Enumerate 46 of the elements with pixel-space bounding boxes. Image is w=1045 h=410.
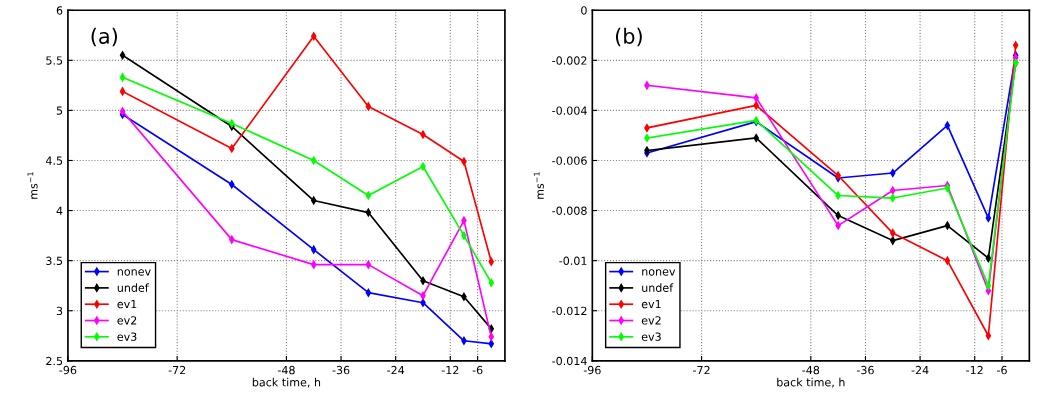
y-tick-label: 6 (56, 6, 63, 15)
y-tick-label: -0.01 (559, 256, 587, 266)
x-tick-label: -96 (59, 365, 77, 375)
legend-label: ev3 (117, 332, 137, 341)
legend-label: undef (117, 283, 149, 292)
x-tick-label: -24 (387, 365, 405, 375)
y-tick-label: 4.5 (45, 156, 63, 165)
legend-label: ev1 (117, 299, 137, 309)
x-tick-label: -72 (168, 365, 186, 375)
y-tick-label: -0.008 (552, 206, 587, 215)
x-tick-label: -12 (966, 365, 983, 375)
y-tick-label: 2.5 (46, 356, 63, 366)
legend-label: ev3 (641, 332, 661, 341)
y-tick-label: -0.004 (552, 106, 587, 115)
legend-label: nonev (117, 269, 151, 276)
x-axis-title: back time, h (252, 377, 321, 388)
legend-label: ev2 (117, 316, 137, 325)
legend-label: nonev (642, 269, 676, 276)
y-tick-label: 0 (581, 6, 587, 15)
y-tick-label: 5 (56, 106, 63, 115)
y-axis-title: ms$^{−1}$ (533, 172, 544, 199)
y-axis-title: ms$^{−1}$ (27, 172, 38, 199)
legend-label: ev2 (641, 316, 661, 325)
x-tick-label: -6 (997, 365, 1007, 375)
x-tick-label: -48 (802, 365, 820, 375)
legend-label: undef (642, 283, 674, 292)
y-tick-label: -0.002 (552, 56, 587, 65)
x-tick-label: -12 (441, 365, 459, 375)
y-tick-label: -0.014 (552, 356, 587, 366)
x-tick-label: -24 (911, 365, 929, 375)
annotation: (a) (91, 27, 118, 47)
y-tick-label: -0.006 (552, 156, 587, 165)
y-tick-label: 5.5 (46, 56, 63, 65)
x-tick-label: -36 (332, 365, 350, 375)
x-tick-label: -6 (472, 365, 483, 375)
legend-label: ev1 (641, 299, 661, 309)
x-tick-label: -96 (583, 365, 601, 375)
x-tick-label: -36 (856, 365, 874, 375)
x-tick-label: -48 (277, 365, 295, 375)
x-tick-label: -72 (693, 365, 710, 375)
x-axis-title: back time, h (777, 377, 845, 388)
annotation: (b) (615, 27, 642, 47)
y-tick-label: 3.5 (46, 256, 63, 266)
y-tick-label: 4 (56, 206, 63, 215)
y-tick-label: -0.012 (552, 306, 587, 316)
y-tick-label: 3 (56, 306, 63, 316)
